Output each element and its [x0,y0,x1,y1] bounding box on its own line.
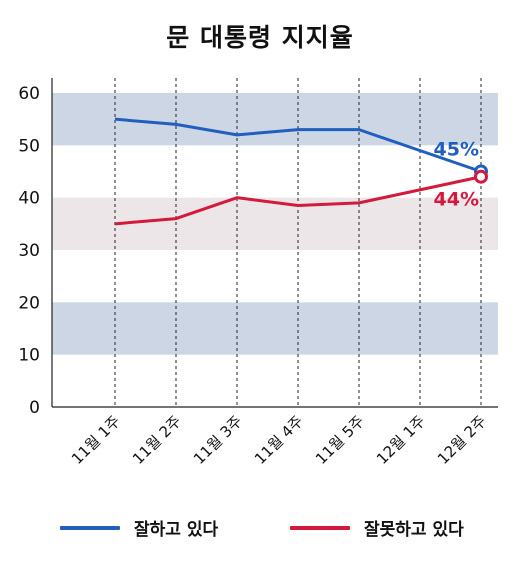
y-tick-label: 60 [18,84,40,104]
chart-title: 문 대통령 지지율 [166,23,354,52]
x-tick-label: 12월 1주 [373,412,429,468]
end-label-0: 45% [434,139,479,161]
series-line-1 [114,175,482,226]
y-tick-label: 30 [18,241,40,261]
x-tick-label: 11월 4주 [251,412,307,468]
y-tick-label: 0 [29,398,40,418]
series-line-0 [114,117,482,173]
x-tick-label: 11월 3주 [190,412,246,468]
legend-item-disapprove: 잘못하고 있다 [290,515,464,540]
y-tick-label: 40 [18,189,40,209]
y-tick-label: 10 [18,346,40,366]
x-tick-label: 12월 2주 [434,412,490,468]
end-label-1: 44% [434,189,479,211]
legend-swatch-disapprove [290,525,350,530]
x-tick-label: 11월 5주 [312,412,368,468]
y-tick-label: 50 [18,136,40,156]
legend-item-approve: 잘하고 있다 [60,515,218,540]
series-endpoint-1 [474,169,488,184]
x-tick-label: 11월 2주 [129,412,185,468]
legend-label-disapprove: 잘못하고 있다 [364,520,464,540]
y-tick-label: 20 [18,293,40,313]
legend-label-approve: 잘하고 있다 [134,520,219,540]
legend-swatch-approve [60,525,120,530]
band-0 [52,302,498,355]
x-tick-label: 11월 1주 [68,412,124,468]
